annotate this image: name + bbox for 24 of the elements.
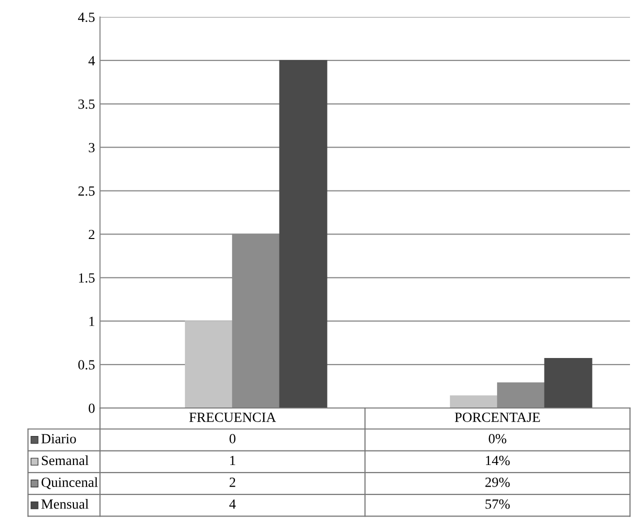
y-tick-label: 4.5 — [78, 12, 95, 22]
y-tick-label: 0.5 — [78, 360, 95, 370]
data-label: 29% — [485, 478, 510, 488]
y-tick-label: 3.5 — [78, 100, 95, 109]
y-tick-label: 1.5 — [79, 273, 95, 283]
legend-label: Semanal — [42, 455, 89, 466]
y-tick-label: 4 — [88, 56, 95, 66]
y-tick-label: 2 — [88, 230, 94, 240]
y-tick-label: 1 — [89, 316, 94, 326]
data-label: 14% — [486, 456, 510, 466]
data-label: 4 — [229, 499, 236, 509]
x-tick-label: PORCENTAJE — [454, 412, 540, 422]
data-label: 2 — [230, 478, 236, 487]
data-label: 57% — [486, 499, 510, 509]
legend-label: Diario — [41, 434, 76, 444]
legend-label: Mensual — [41, 499, 89, 509]
data-label: 0% — [488, 434, 506, 444]
data-label: 0 — [230, 434, 236, 444]
data-label: 1 — [230, 456, 236, 466]
legend-label: Quincenal — [42, 477, 98, 490]
y-tick-label: 3 — [88, 142, 95, 152]
y-tick-label: 2.5 — [78, 186, 95, 196]
y-tick-label: 0 — [88, 404, 95, 413]
x-tick-label: FRECUENCIA — [189, 412, 276, 422]
